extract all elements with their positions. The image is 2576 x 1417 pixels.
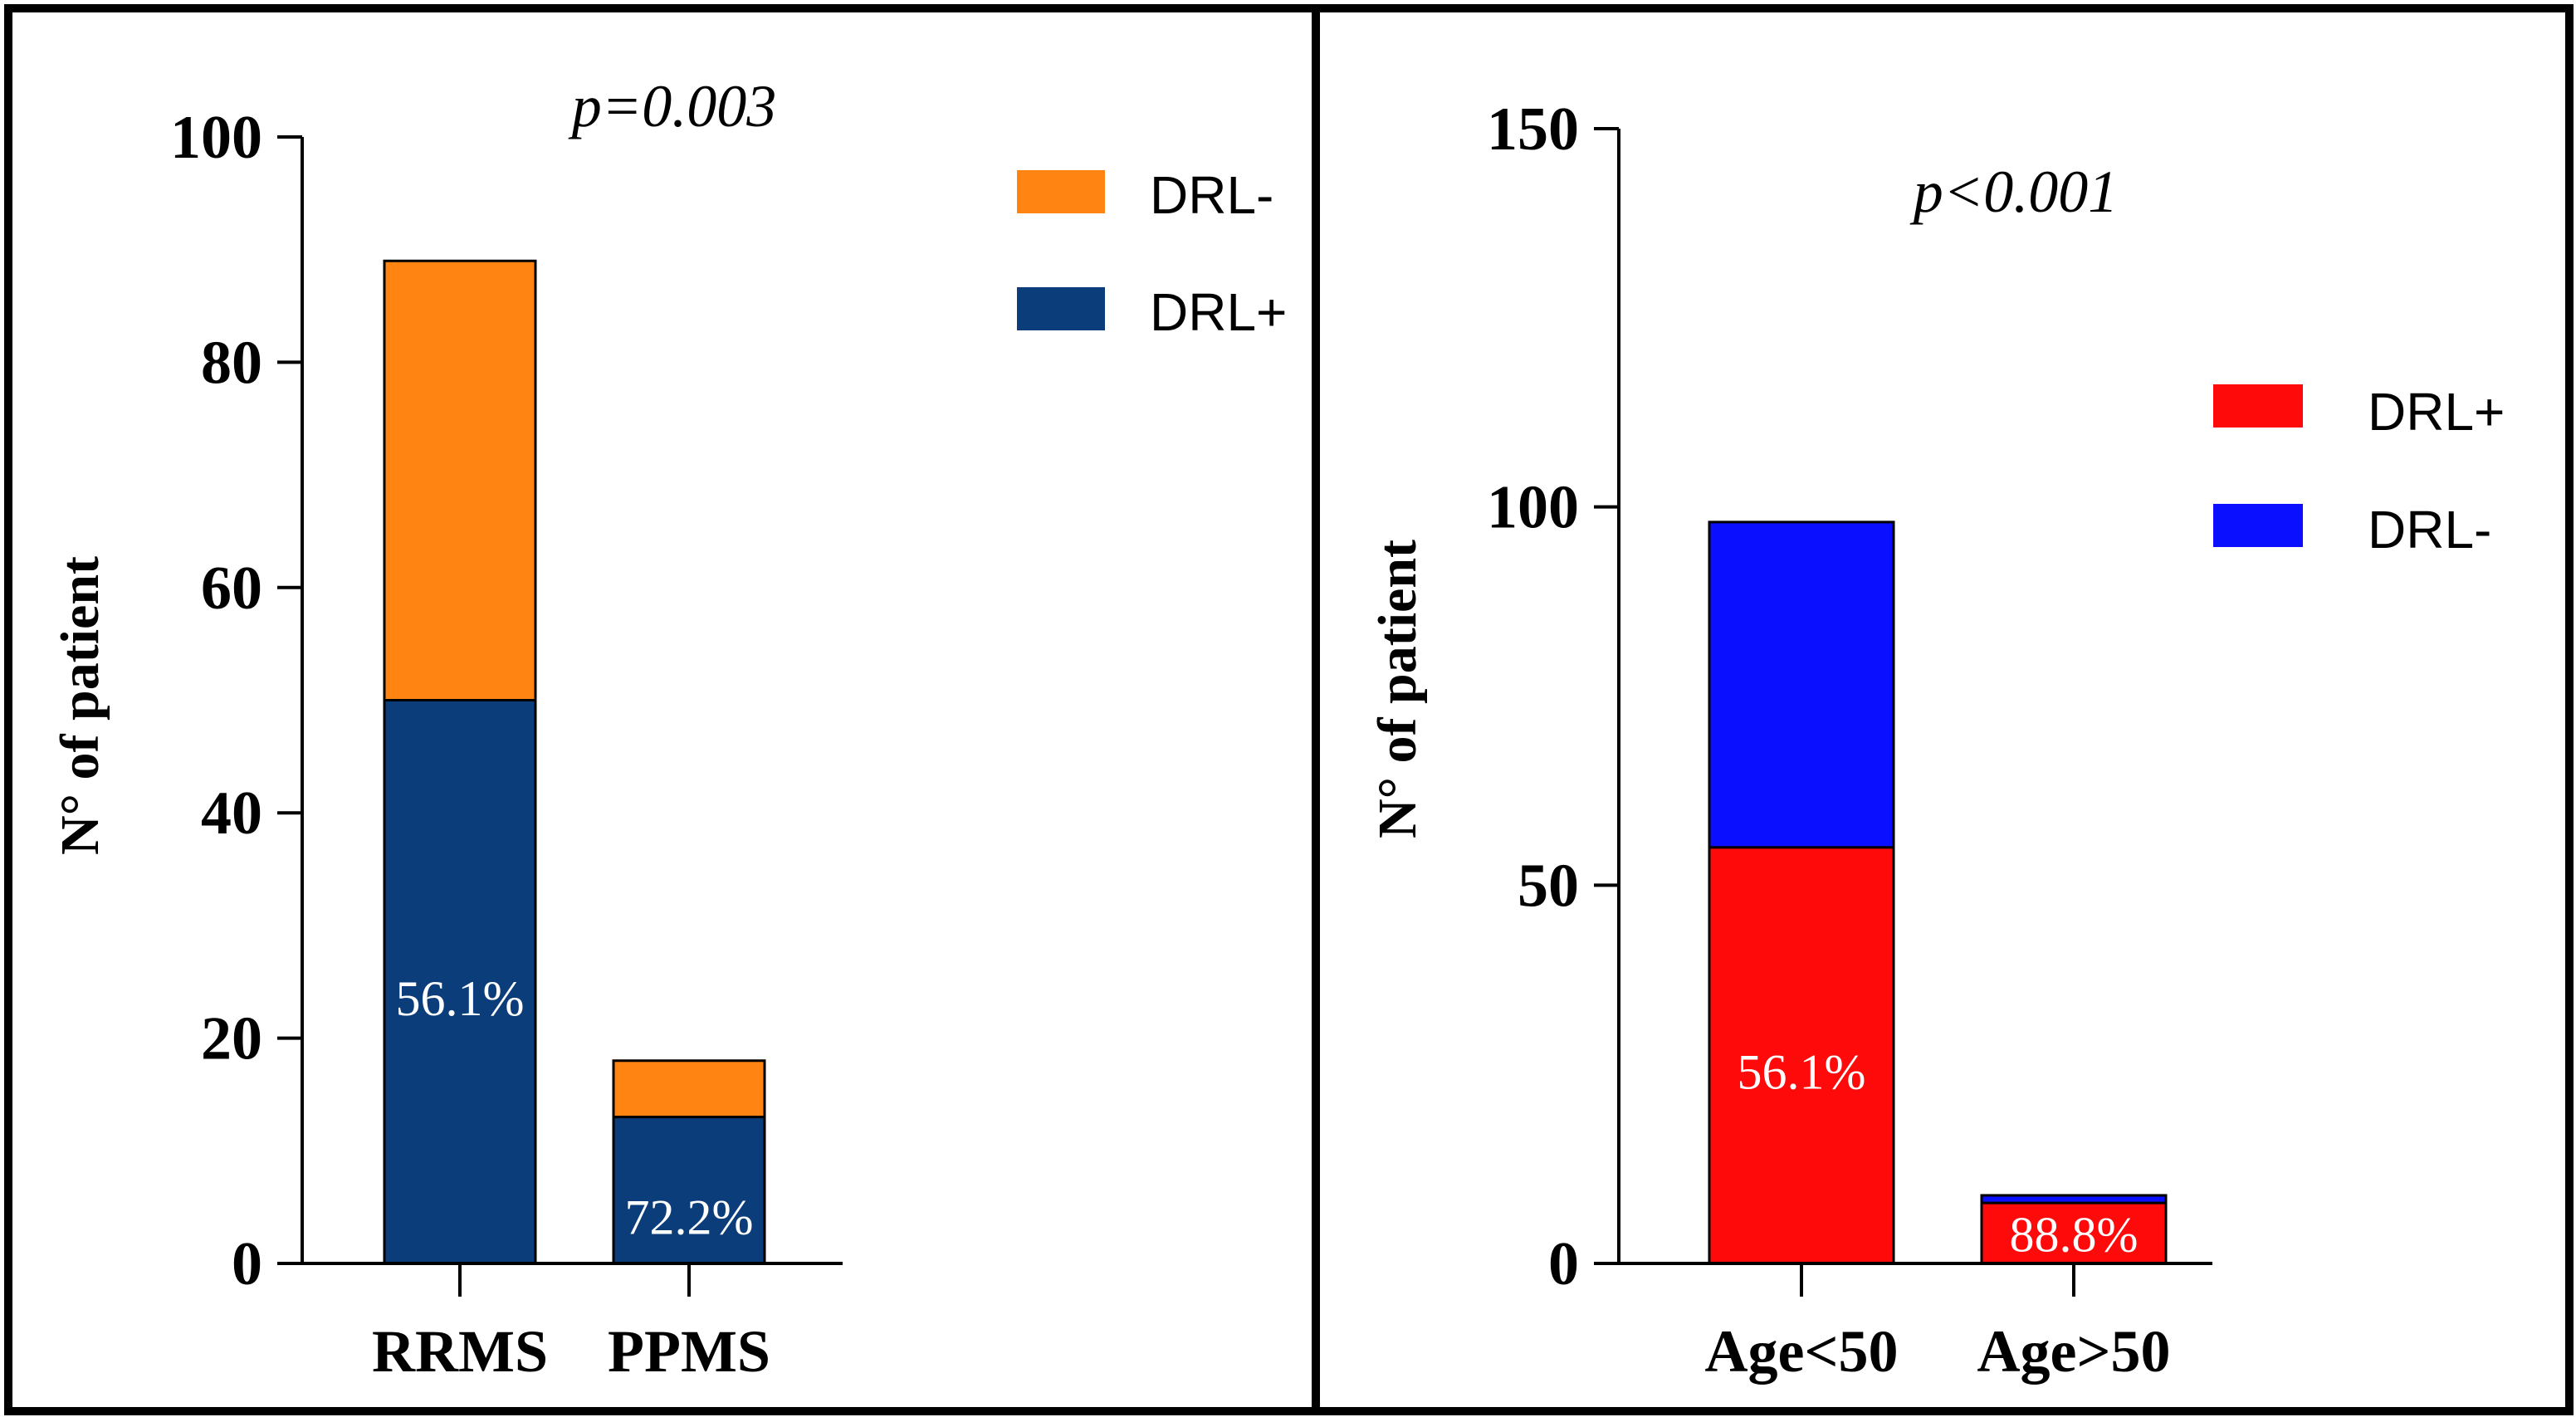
right-y-tick-label: 100: [1487, 474, 1579, 542]
legend-label-drl-plus: DRL+: [1150, 282, 1287, 342]
left-bars: 56.1% 72.2%: [383, 259, 766, 1265]
left-legend: DRL- DRL+: [1017, 165, 1287, 342]
right-bar-age-50-drlminus: [1708, 520, 1895, 849]
left-y-tick-label: 60: [201, 555, 262, 623]
legend-label-drl-minus: DRL-: [2368, 500, 2491, 559]
right-bar-age-50-drlminus: [1980, 1194, 2168, 1204]
left-y-tick-label: 0: [232, 1230, 262, 1298]
left-y-axis-label: N° of patient: [50, 556, 110, 855]
left-y-tick-label: 80: [201, 329, 262, 397]
legend-swatch-drl-minus: [2213, 504, 2303, 547]
right-x-tick-label: Age<50: [1705, 1318, 1899, 1385]
right-bars: 56.1% 88.8%: [1708, 520, 2168, 1265]
left-y-tick-label: 100: [170, 104, 262, 172]
legend-swatch-drl-plus: [1017, 287, 1105, 330]
left-data-label: 56.1%: [396, 971, 525, 1026]
right-y-axis-label: N° of patient: [1367, 540, 1428, 838]
right-x-tick-label: Age>50: [1977, 1318, 2171, 1385]
right-y-tick-label: 150: [1487, 95, 1579, 164]
left-bar-rrms-drlminus: [383, 259, 537, 701]
right-axes: 0 50 100 150 Age<50 Age>50: [1487, 95, 2212, 1385]
legend-label-drl-minus: DRL-: [1150, 165, 1273, 225]
legend-swatch-drl-minus: [1017, 170, 1105, 213]
left-x-tick-label: RRMS: [372, 1318, 548, 1385]
right-y-tick-label: 0: [1548, 1230, 1579, 1298]
legend-swatch-drl-plus: [2213, 384, 2303, 428]
right-data-label: 88.8%: [2010, 1207, 2139, 1262]
left-data-label: 72.2%: [625, 1190, 754, 1245]
right-y-tick-label: 50: [1518, 852, 1579, 920]
left-axes: 0 20 40 60 80 100 RRMS PPMS: [170, 104, 843, 1385]
legend-label-drl-plus: DRL+: [2368, 382, 2505, 442]
right-panel-frame: [1312, 4, 2574, 1415]
right-bar-age-50-drlplus: [1708, 846, 1895, 1265]
left-bar-rrms-drlplus: [383, 699, 537, 1265]
left-bar-ppms-drlminus: [612, 1059, 766, 1119]
left-chart: N° of patient p=0.003 DRL- DRL+ 56.1% 72.…: [50, 73, 1287, 1385]
left-x-tick-label: PPMS: [608, 1318, 770, 1385]
right-legend: DRL+ DRL-: [2213, 382, 2505, 559]
left-y-tick-label: 20: [201, 1005, 262, 1073]
left-y-tick-label: 40: [201, 779, 262, 848]
left-p-value: p=0.003: [568, 73, 777, 139]
right-p-value: p<0.001: [1909, 159, 2119, 225]
right-chart: N° of patient p<0.001 DRL+ DRL- 56.1% 88.…: [1367, 95, 2505, 1385]
right-data-label: 56.1%: [1738, 1044, 1866, 1099]
